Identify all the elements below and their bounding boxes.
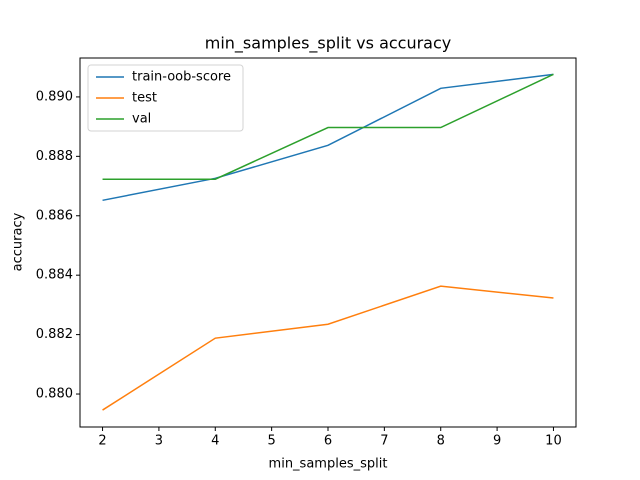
x-tick-label: 9 (493, 434, 501, 449)
y-tick-label: 0.886 (36, 208, 73, 223)
x-axis-label: min_samples_split (269, 457, 388, 472)
line (102, 285, 554, 411)
y-tick-label: 0.888 (36, 149, 73, 164)
line (102, 73, 554, 202)
x-tick-label: 7 (380, 434, 388, 449)
chart-title: min_samples_split vs accuracy (205, 34, 452, 54)
y-tick-label: 0.882 (36, 327, 73, 342)
line (102, 73, 554, 180)
x-tick-label: 5 (267, 434, 275, 449)
y-tick-label: 0.880 (36, 387, 73, 402)
x-tick-label: 4 (211, 434, 219, 449)
legend-label: test (132, 91, 157, 106)
x-tick-label: 8 (437, 434, 445, 449)
plot-frame (79, 57, 577, 428)
y-axis-label: accuracy (11, 212, 26, 271)
legend-label: val (132, 112, 151, 127)
legend-box (87, 64, 244, 132)
x-tick-label: 3 (155, 434, 163, 449)
legend-label: train-oob-score (132, 70, 231, 85)
y-tick-label: 0.890 (36, 89, 73, 104)
x-tick-label: 10 (545, 434, 562, 449)
x-tick-label: 2 (98, 434, 106, 449)
x-tick-label: 6 (324, 434, 332, 449)
y-tick-label: 0.884 (36, 268, 73, 283)
